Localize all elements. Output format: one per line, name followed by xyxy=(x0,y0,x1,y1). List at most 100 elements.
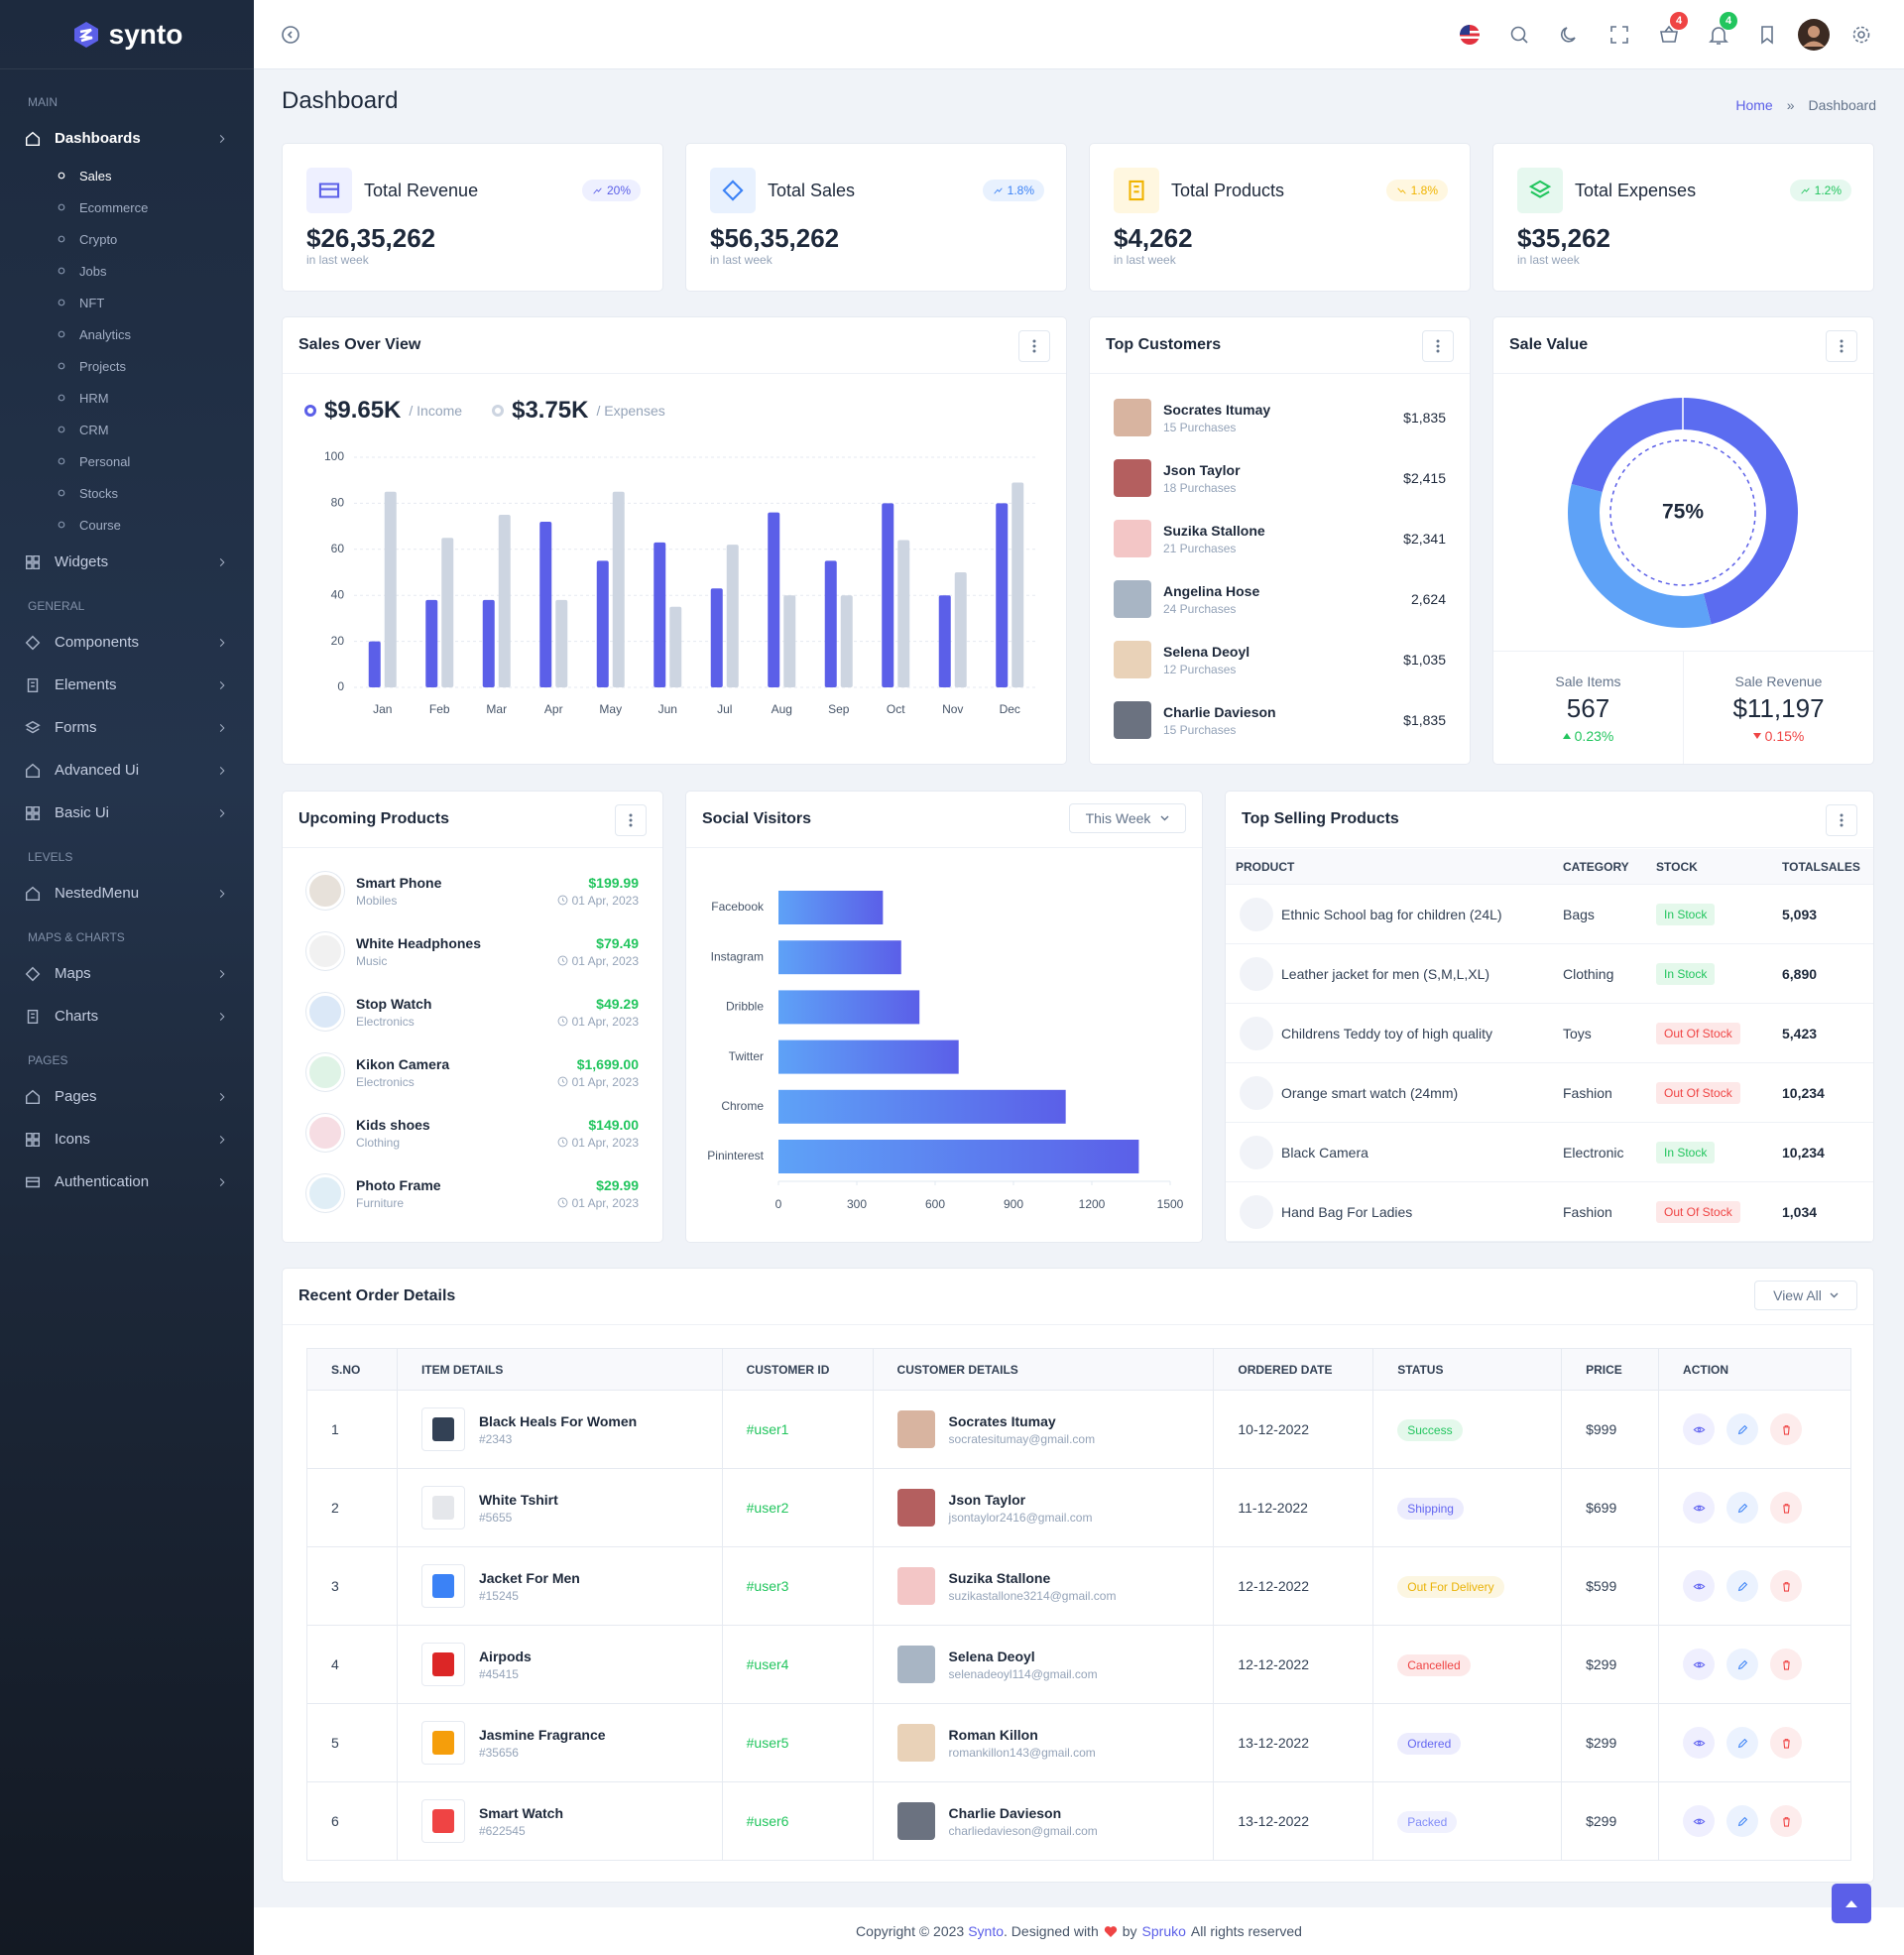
period-select[interactable]: This Week xyxy=(1069,803,1186,833)
bullet xyxy=(58,172,65,180)
nav-sub-item[interactable]: CRM xyxy=(0,414,254,445)
bell-icon[interactable] xyxy=(1707,23,1730,47)
nav-item[interactable]: Maps xyxy=(0,952,254,995)
scroll-top-button[interactable] xyxy=(1832,1884,1871,1923)
nav-sub-item[interactable]: Ecommerce xyxy=(0,191,254,223)
delete-button[interactable] xyxy=(1770,1570,1803,1602)
item-cell: Smart Watch #622545 xyxy=(396,1781,723,1861)
nav-item[interactable]: Elements xyxy=(0,664,254,706)
view-all-button[interactable]: View All xyxy=(1754,1281,1857,1310)
item-image xyxy=(420,1564,465,1608)
nav-sub-item[interactable]: Analytics xyxy=(0,318,254,350)
product-category: Fashion xyxy=(1563,1084,1612,1101)
nav-sub-item[interactable]: Course xyxy=(0,509,254,541)
customer-info: Socrates Itumay 15 Purchases xyxy=(1163,402,1270,434)
icon-shape xyxy=(219,680,225,689)
breadcrumb-link[interactable]: Home xyxy=(1735,97,1773,113)
product-info: Photo Frame Furniture xyxy=(356,1177,441,1210)
nav-item[interactable]: Basic Ui xyxy=(0,792,254,834)
column-header: CATEGORY xyxy=(1563,859,1629,874)
delete-button[interactable] xyxy=(1770,1649,1803,1680)
chevron xyxy=(219,134,225,143)
delete-button[interactable] xyxy=(1770,1805,1803,1837)
view-button[interactable] xyxy=(1683,1727,1716,1759)
nav-sub-item[interactable]: HRM xyxy=(0,382,254,414)
nav-item[interactable]: Components xyxy=(0,621,254,664)
edit-button[interactable] xyxy=(1726,1413,1759,1445)
edit-button[interactable] xyxy=(1726,1727,1759,1759)
menu-button[interactable] xyxy=(1826,330,1857,362)
nav-sub-item[interactable]: Projects xyxy=(0,350,254,382)
search-icon[interactable] xyxy=(1507,23,1531,47)
nav-item[interactable]: Advanced Ui xyxy=(0,749,254,792)
settings-icon[interactable] xyxy=(1849,23,1873,47)
fullscreen-icon[interactable] xyxy=(1607,23,1631,47)
view-button[interactable] xyxy=(1683,1413,1716,1445)
change-pill: 1.2% xyxy=(1789,180,1851,201)
order-price: $299 xyxy=(1561,1781,1660,1861)
summary-label: Sale Items xyxy=(1555,673,1621,689)
nav-sub-item[interactable]: Sales xyxy=(0,160,254,191)
delete-button[interactable] xyxy=(1770,1492,1803,1524)
nav-item[interactable]: NestedMenu xyxy=(0,872,254,915)
delete-button[interactable] xyxy=(1770,1727,1803,1759)
product-image xyxy=(306,932,344,970)
view-button[interactable] xyxy=(1683,1649,1716,1680)
nav-label: Icons xyxy=(55,1131,90,1148)
product-name: Photo Frame xyxy=(356,1176,441,1193)
brand-link[interactable]: Synto xyxy=(968,1923,1005,1939)
nav-sub-item[interactable]: Crypto xyxy=(0,223,254,255)
customer-name: Charlie Davieson xyxy=(1163,703,1276,720)
menu-button[interactable] xyxy=(1422,330,1454,362)
nav-sub-item[interactable]: NFT xyxy=(0,287,254,318)
nav-item[interactable]: Forms xyxy=(0,706,254,749)
customer-cell: Json Taylor jsontaylor2416@gmail.com xyxy=(872,1468,1215,1547)
menu-button[interactable] xyxy=(1826,804,1857,836)
delete-button[interactable] xyxy=(1770,1413,1803,1445)
icon-shape xyxy=(25,763,41,778)
nav-item[interactable]: Authentication xyxy=(0,1161,254,1203)
footer-text: All rights reserved xyxy=(1190,1923,1302,1939)
view-button[interactable] xyxy=(1683,1805,1716,1837)
customer-cell: Roman Killon romankillon143@gmail.com xyxy=(872,1703,1215,1782)
user-avatar[interactable] xyxy=(1798,19,1830,51)
stat-note: in last week xyxy=(1517,253,1580,267)
bar xyxy=(612,491,625,687)
icon-shape xyxy=(557,955,567,966)
actions xyxy=(1683,1570,1849,1602)
theme-icon[interactable] xyxy=(1557,23,1581,47)
product-price: $149.00 xyxy=(588,1116,639,1133)
nav-sub-item[interactable]: Personal xyxy=(0,445,254,477)
bullet xyxy=(58,299,65,306)
toggle-icon[interactable] xyxy=(279,23,302,47)
edit-button[interactable] xyxy=(1726,1492,1759,1524)
bookmark-icon[interactable] xyxy=(1755,23,1779,47)
x-tick-label: Jan xyxy=(373,702,392,716)
brand[interactable]: synto xyxy=(0,0,254,69)
nav-item[interactable]: Pages xyxy=(0,1075,254,1118)
edit-button[interactable] xyxy=(1726,1805,1759,1837)
edit-button[interactable] xyxy=(1726,1570,1759,1602)
company-link[interactable]: Spruko xyxy=(1141,1923,1186,1939)
customer-purchases: 15 Purchases xyxy=(1163,722,1237,737)
product-date: 01 Apr, 2023 xyxy=(557,1015,639,1029)
nav-item[interactable]: Dashboards xyxy=(0,117,254,160)
nav-sub-label: HRM xyxy=(79,390,109,406)
menu-button[interactable] xyxy=(615,804,647,836)
nav-sub-item[interactable]: Stocks xyxy=(0,477,254,509)
bar xyxy=(778,1089,1066,1124)
bar xyxy=(710,588,723,687)
cart-icon[interactable] xyxy=(1657,23,1681,47)
stat-icon-shape xyxy=(1528,180,1552,198)
item-text: White Tshirt #5655 xyxy=(479,1492,558,1525)
nav-item[interactable]: Widgets xyxy=(0,541,254,583)
nav-item[interactable]: Icons xyxy=(0,1118,254,1161)
edit-button[interactable] xyxy=(1726,1649,1759,1680)
menu-button[interactable] xyxy=(1018,330,1050,362)
nav-item[interactable]: Charts xyxy=(0,995,254,1038)
nav-sub-item[interactable]: Jobs xyxy=(0,255,254,287)
view-button[interactable] xyxy=(1683,1570,1716,1602)
view-button[interactable] xyxy=(1683,1492,1716,1524)
flag-icon[interactable] xyxy=(1458,23,1482,47)
customer-avatar xyxy=(1114,459,1151,497)
